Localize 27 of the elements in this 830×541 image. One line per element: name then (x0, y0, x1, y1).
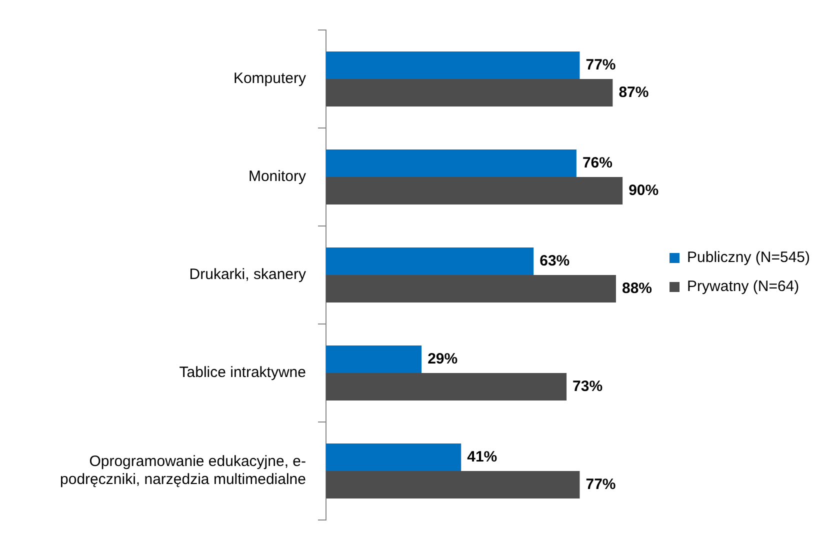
legend-label: Prywatny (N=64) (687, 278, 800, 296)
bar (326, 248, 534, 275)
data-label: 76% (582, 154, 612, 172)
data-label: 87% (618, 84, 649, 101)
data-label: 41% (467, 448, 498, 466)
data-label: 90% (628, 182, 659, 199)
y-tick-label: Oprogramowanie edukacyjne, e-podręczniki, narzędzia multimedialne (60, 453, 306, 488)
bar (326, 346, 422, 373)
y-tick-label: Drukarki, skanery (189, 266, 306, 284)
y-tick-label: Tablice intraktywne (179, 364, 306, 382)
legend-label: Publiczny (N=545) (687, 249, 810, 266)
bar (326, 275, 616, 302)
data-label: 73% (572, 378, 603, 395)
y-tick-label: Monitory (248, 168, 306, 186)
data-label: 77% (586, 476, 616, 493)
y-tick-label: Komputery (233, 70, 306, 88)
bar (326, 150, 576, 177)
bar (326, 52, 580, 79)
data-label: 29% (428, 350, 458, 368)
data-label: 63% (540, 252, 570, 270)
data-label: 77% (586, 56, 616, 74)
bar (326, 444, 462, 471)
bar (326, 471, 580, 498)
data-label: 88% (622, 280, 652, 297)
bar (326, 79, 613, 106)
bar (326, 373, 567, 400)
bar (326, 177, 623, 204)
